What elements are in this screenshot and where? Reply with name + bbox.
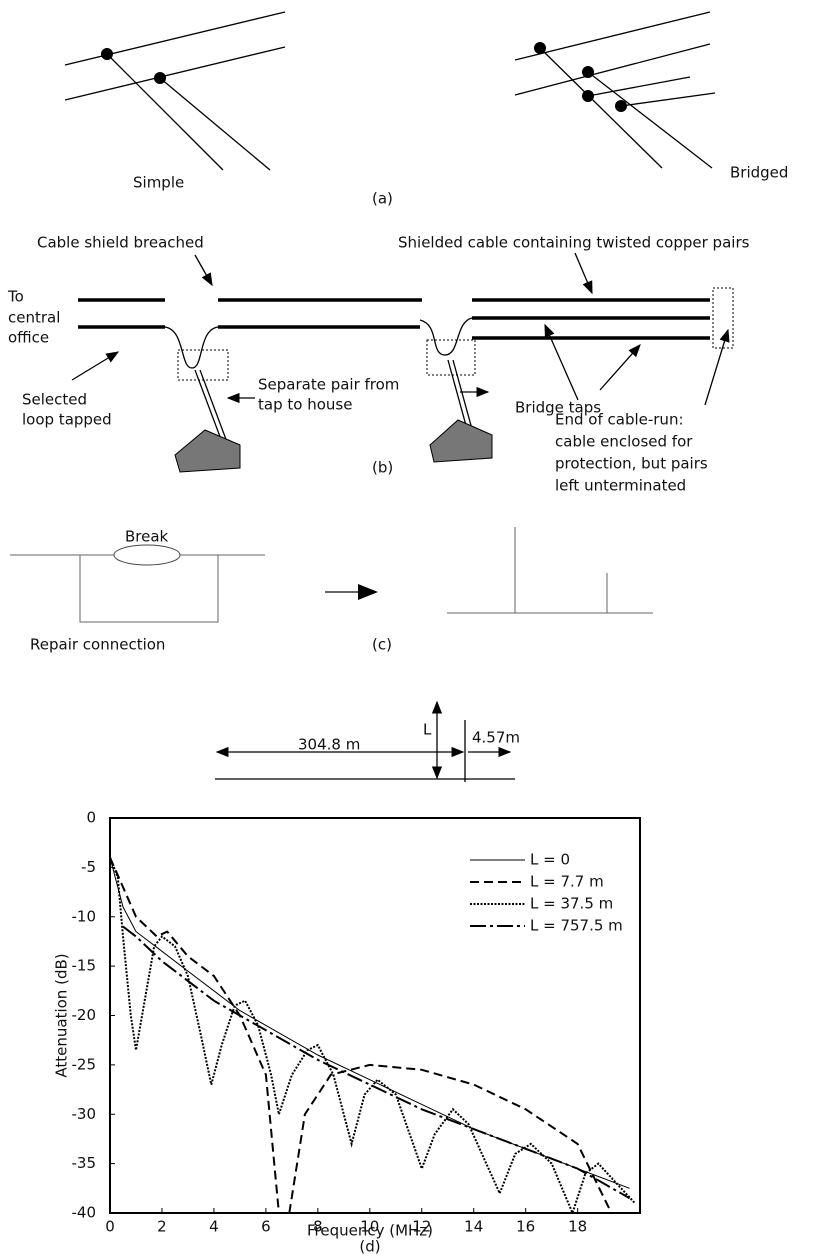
series-line (122, 925, 631, 1200)
legend-label: L = 757.5 m (530, 917, 623, 935)
x-tick-label: 10 (360, 1218, 379, 1236)
x-tick-label: 8 (313, 1218, 323, 1236)
caption: (d) (359, 1238, 380, 1256)
label: Simple (133, 174, 184, 192)
diagram-c: Break Repair connection (c) (10, 527, 653, 654)
label: Selected (22, 391, 87, 409)
label: Cable shield breached (37, 234, 204, 252)
x-tick-label: 4 (209, 1218, 219, 1236)
label: protection, but pairs (555, 455, 708, 473)
label: Bridged (730, 164, 788, 182)
label: Shielded cable containing twisted copper… (398, 234, 750, 252)
legend-label: L = 0 (530, 851, 570, 869)
diagram-a: Simple Bridged (a) (64, 11, 788, 208)
x-tick-label: 16 (516, 1218, 535, 1236)
label: End of cable-run: (555, 411, 684, 429)
x-tick-label: 14 (464, 1218, 483, 1236)
x-axis-label: Frequency (MHz) (307, 1222, 433, 1240)
label: 4.57m (472, 729, 520, 747)
y-tick-label: -40 (72, 1204, 97, 1222)
diagram-d-schematic: 304.8 m 4.57m L (215, 700, 520, 782)
x-tick-label: 18 (568, 1218, 587, 1236)
x-tick-label: 12 (412, 1218, 431, 1236)
label: loop tapped (22, 411, 112, 429)
y-tick-label: -5 (81, 858, 96, 876)
label: To (7, 288, 24, 306)
y-tick-label: -15 (72, 957, 97, 975)
legend-label: L = 37.5 m (530, 895, 613, 913)
label: Repair connection (30, 636, 165, 654)
label: left unterminated (555, 477, 686, 495)
label: cable enclosed for (555, 433, 693, 451)
caption: (a) (372, 190, 393, 208)
chart: 0 -5 -10 -15 -20 -25 -30 -35 -40 0 2 4 6 8 10 12 14 16 18 F… (53, 809, 641, 1256)
y-tick-label: 0 (86, 809, 96, 827)
label: Separate pair from (258, 376, 399, 394)
label: L (423, 721, 432, 739)
y-tick-label: -10 (72, 907, 97, 925)
label: central (8, 309, 60, 327)
series-line (109, 857, 636, 1216)
label: office (8, 329, 49, 347)
label: tap to house (258, 396, 352, 414)
y-tick-label: -35 (72, 1154, 97, 1172)
label: Break (125, 528, 169, 546)
y-axis-label: Attenuation (dB) (53, 953, 71, 1077)
y-tick-label: -25 (72, 1055, 97, 1073)
caption: (c) (372, 636, 392, 654)
y-tick-label: -30 (72, 1105, 97, 1123)
series-line (109, 857, 613, 1214)
x-tick-label: 2 (157, 1218, 167, 1236)
diagram-b: Cable shield breached Shielded cable con… (7, 234, 750, 495)
caption: (b) (372, 459, 393, 477)
y-tick-label: -20 (72, 1006, 97, 1024)
label: 304.8 m (298, 736, 360, 754)
x-tick-label: 0 (105, 1218, 115, 1236)
label: Bridge taps (515, 399, 601, 417)
legend-label: L = 7.7 m (530, 873, 604, 891)
x-tick-label: 6 (261, 1218, 271, 1236)
